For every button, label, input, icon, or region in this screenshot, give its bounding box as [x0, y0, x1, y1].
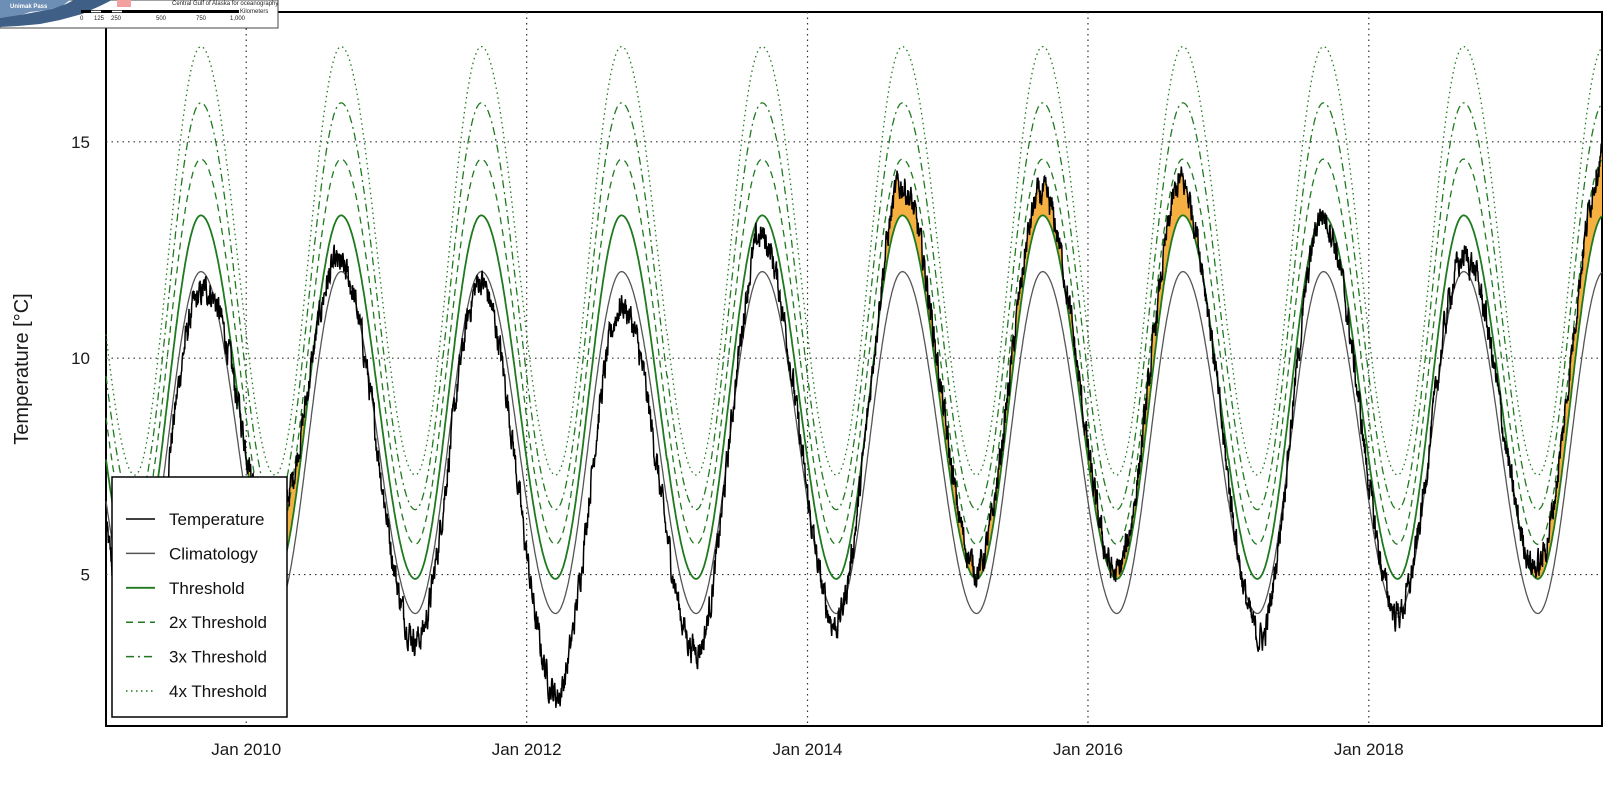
- x-tick-label: Jan 2014: [773, 740, 843, 759]
- series-lines: [105, 45, 1603, 708]
- axis-ticks: Jan 2010 Jan 2012 Jan 2014 Jan 2016 Jan 2018…: [71, 133, 1404, 759]
- heatwave-event-fill: [1116, 166, 1194, 579]
- x-tick-label: Jan 2018: [1334, 740, 1404, 759]
- inset-map: Unimak Pass Central Gulf of Alaska for o…: [0, 0, 279, 29]
- series-4x-threshold-line: [105, 45, 1603, 476]
- inset-scale-segment: [91, 10, 101, 13]
- inset-scale-label: 0: [80, 16, 84, 22]
- inset-scale-unit: Kilometers: [240, 9, 268, 15]
- heatwave-event-fill: [1093, 478, 1103, 549]
- inset-scale-label: 250: [111, 16, 122, 22]
- inset-scale-label: 125: [94, 16, 105, 22]
- y-tick-label: 5: [81, 566, 90, 585]
- x-tick-label: Jan 2016: [1053, 740, 1123, 759]
- legend-label: Temperature: [169, 510, 264, 529]
- legend-label: 2x Threshold: [169, 613, 267, 632]
- y-tick-label: 10: [71, 349, 90, 368]
- heatwave-event-fill: [1532, 143, 1602, 579]
- inset-scale-label: 750: [196, 16, 207, 22]
- x-tick-label: Jan 2010: [211, 740, 281, 759]
- series-2x-threshold-line: [105, 158, 1603, 545]
- legend-label: 4x Threshold: [169, 682, 267, 701]
- inset-legend-swatch: [117, 0, 131, 7]
- y-tick-label: 15: [71, 133, 90, 152]
- legend-label: 3x Threshold: [169, 648, 267, 667]
- legend-box: [111, 476, 288, 718]
- series-3x-threshold-line: [105, 102, 1603, 511]
- legend-label: Climatology: [169, 544, 258, 563]
- inset-map-land: [0, 0, 112, 27]
- inset-credit: Central Gulf of Alaska for oceanography: [172, 1, 278, 7]
- inset-map-sea: [0, 0, 70, 18]
- inset-place-label: Unimak Pass: [10, 4, 48, 10]
- plot-frame: [105, 11, 1603, 727]
- x-tick-label: Jan 2012: [492, 740, 562, 759]
- series-threshold-line: [105, 214, 1603, 580]
- y-axis-title: Temperature [°C]: [11, 293, 33, 444]
- legend: Temperature Climatology Threshold 2x Thresh…: [111, 476, 288, 718]
- inset-scale-bar: [81, 10, 239, 13]
- series-temperature-line: [105, 143, 1603, 708]
- inset-scale-label: 500: [156, 16, 167, 22]
- inset-scale-segment: [112, 10, 122, 13]
- legend-label: Threshold: [169, 579, 245, 598]
- inset-scale-label: 1,000: [230, 16, 246, 22]
